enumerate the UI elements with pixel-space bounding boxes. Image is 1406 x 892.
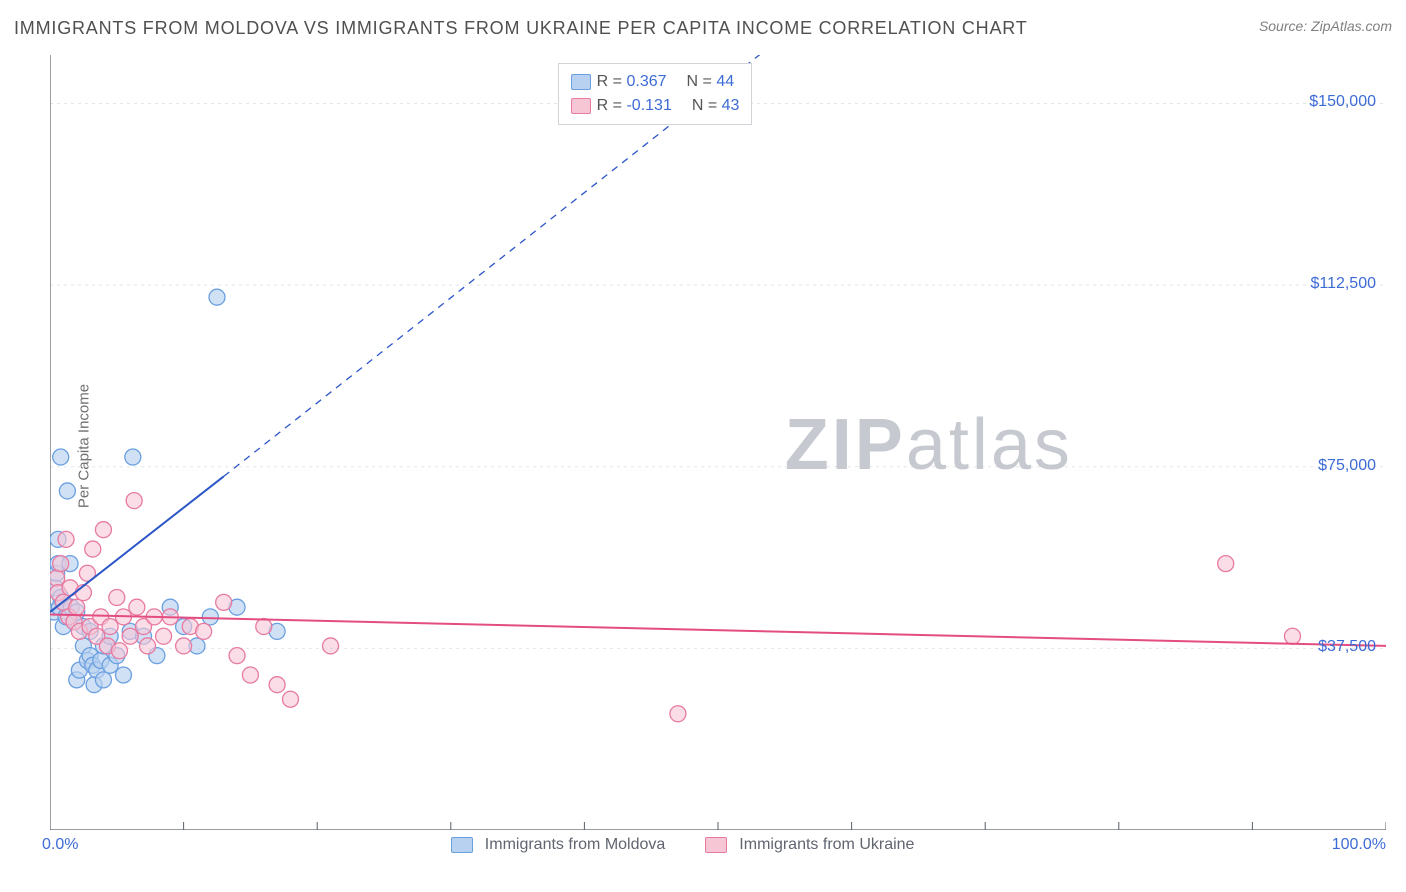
series-legend: Immigrants from Moldova Immigrants from U…: [451, 836, 943, 854]
y-tick-label: $75,000: [1318, 457, 1376, 475]
y-tick-label: $112,500: [1310, 275, 1376, 293]
legend-n: N = 43: [692, 97, 740, 115]
legend-n: N = 44: [687, 73, 735, 91]
legend-swatch: [571, 98, 591, 114]
legend-series-name: Immigrants from Moldova: [485, 836, 666, 854]
legend-swatch: [705, 837, 727, 853]
source-attribution: Source: ZipAtlas.com: [1259, 18, 1392, 34]
legend-swatch: [451, 837, 473, 853]
x-tick-max: 100.0%: [1332, 836, 1386, 854]
y-tick-label: $150,000: [1309, 93, 1376, 111]
legend-r: R = 0.367: [597, 73, 667, 91]
x-tick-min: 0.0%: [42, 836, 78, 854]
legend-r: R = -0.131: [597, 97, 672, 115]
legend-swatch: [571, 74, 591, 90]
chart-title: IMMIGRANTS FROM MOLDOVA VS IMMIGRANTS FR…: [14, 18, 1028, 39]
correlation-legend: R = 0.367 N = 44 R = -0.131 N = 43: [558, 63, 753, 125]
scatter-plot: $37,500$75,000$112,500$150,000ZIPatlasR …: [50, 55, 1386, 830]
legend-series-name: Immigrants from Ukraine: [739, 836, 914, 854]
y-tick-label: $37,500: [1318, 638, 1376, 656]
